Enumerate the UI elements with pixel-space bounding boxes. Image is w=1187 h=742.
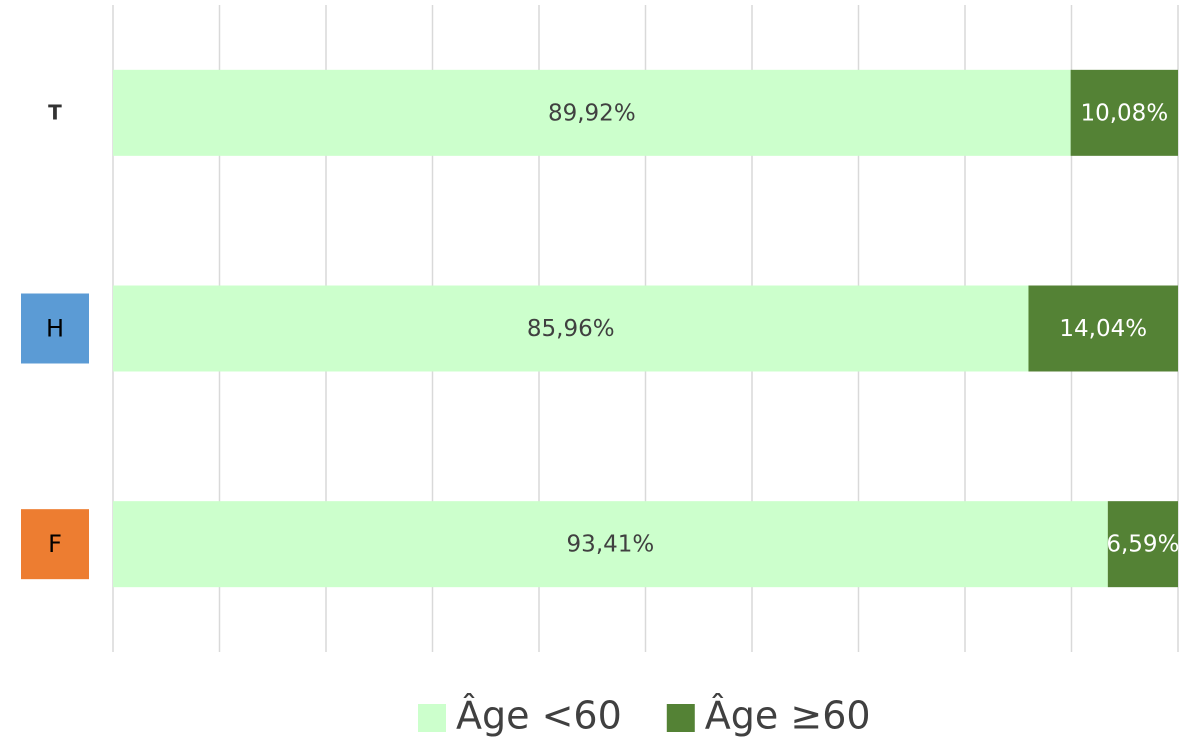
data-label: 85,96%: [527, 316, 615, 342]
legend-swatch: [418, 704, 446, 732]
category-box: [21, 293, 89, 364]
data-label: 93,41%: [567, 532, 655, 558]
bar-segment: [113, 69, 1071, 156]
bar-segment: [113, 285, 1029, 372]
legend-label: Âge ≥60: [705, 694, 871, 738]
y-tick-label: H: [46, 315, 64, 343]
data-label: 14,04%: [1059, 316, 1147, 342]
y-tick-label: T: [48, 100, 62, 124]
y-tick-label: F: [48, 530, 62, 558]
bar-segment: [1070, 69, 1178, 156]
bar-segment: [1107, 501, 1178, 588]
data-label: 89,92%: [548, 100, 636, 126]
data-label: 6,59%: [1106, 532, 1179, 558]
bar-segment: [113, 501, 1108, 588]
legend-label: Âge <60: [456, 694, 622, 738]
data-label: 10,08%: [1080, 100, 1168, 126]
legend-swatch: [666, 704, 695, 732]
bar-segment: [1028, 285, 1178, 372]
category-box: [21, 509, 89, 580]
